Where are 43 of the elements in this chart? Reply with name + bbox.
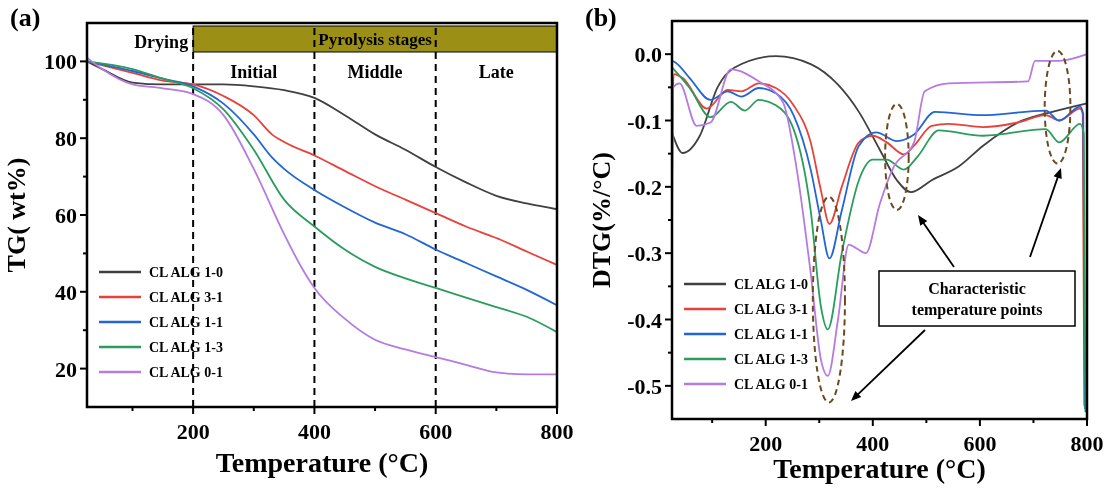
legend-label: CL ALG 1-1 — [734, 327, 808, 342]
y-tick-label: 0.0 — [634, 42, 662, 68]
x-tick-label: 600 — [963, 431, 997, 456]
line-series — [671, 55, 1088, 194]
y-tick-label: -0.5 — [627, 373, 662, 399]
annotation: Late — [478, 62, 514, 82]
annotation: Drying — [134, 32, 189, 52]
legend-label: CL ALG 0-1 — [149, 365, 223, 380]
x-tick-label: 400 — [297, 419, 331, 444]
annotation: Characteristic temperature points — [911, 280, 1043, 319]
x-tick-label: 800 — [1070, 431, 1104, 456]
legend-label: CL ALG 1-0 — [734, 277, 808, 292]
legend-label: CL ALG 1-0 — [149, 265, 223, 280]
x-axis-title: Temperature (°C) — [215, 447, 429, 478]
y-tick-label: -0.3 — [627, 241, 662, 267]
y-tick-label: 40 — [55, 279, 77, 305]
annotation: Initial — [230, 62, 278, 82]
band-label: Pyrolysis stages — [318, 30, 433, 49]
y-axis-title: DTG(%/°C) — [587, 151, 616, 289]
legend-label: CL ALG 1-3 — [734, 352, 808, 367]
x-axis-title: Temperature (°C) — [773, 453, 986, 484]
x-tick-label: 800 — [540, 419, 574, 444]
x-tick-label: 200 — [749, 431, 783, 456]
chart-title: (b) — [585, 3, 617, 32]
annotation: Middle — [347, 62, 403, 82]
y-tick-label: -0.2 — [627, 174, 662, 200]
line-series — [86, 60, 558, 211]
y-axis-title: TG( wt%) — [2, 157, 31, 273]
legend-label: CL ALG 1-1 — [149, 315, 223, 330]
y-tick-label: 80 — [55, 126, 77, 152]
y-tick-label: -0.1 — [627, 108, 662, 134]
x-tick-label: 400 — [856, 431, 890, 456]
legend-label: CL ALG 3-1 — [734, 302, 808, 317]
x-tick-label: 600 — [419, 419, 453, 444]
y-tick-label: 100 — [44, 49, 77, 75]
y-tick-label: 60 — [55, 203, 77, 228]
y-tick-label: 20 — [55, 356, 77, 382]
legend-label: CL ALG 1-3 — [149, 340, 223, 355]
y-tick-label: -0.4 — [627, 307, 662, 333]
legend-label: CL ALG 0-1 — [734, 377, 808, 392]
x-tick-label: 200 — [176, 419, 210, 444]
chart-title: (a) — [10, 3, 41, 32]
legend-label: CL ALG 3-1 — [149, 290, 223, 305]
